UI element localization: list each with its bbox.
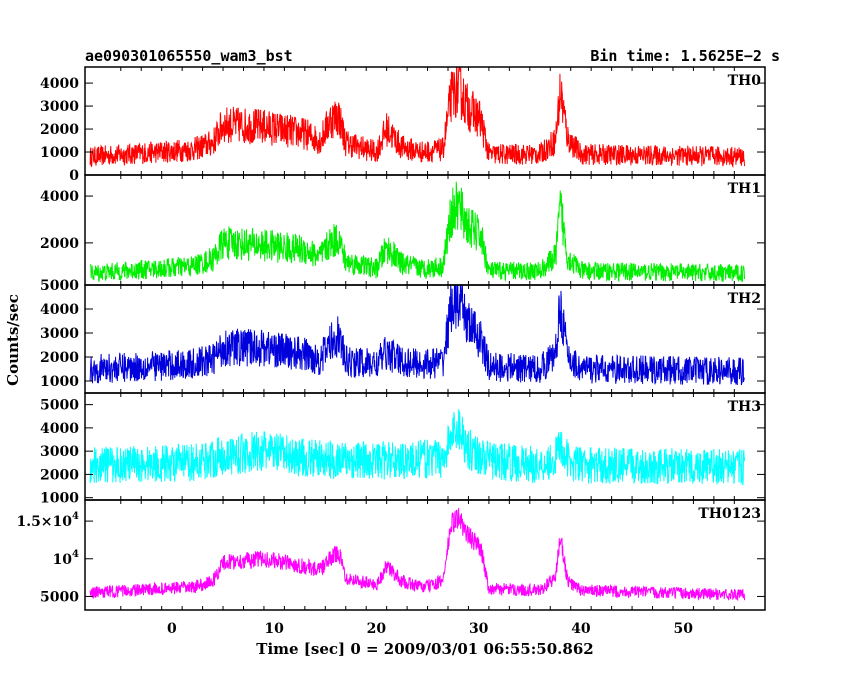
y-tick-label: 3000	[40, 99, 79, 115]
y-tick-label: 4000	[40, 76, 79, 92]
bin-time-label: Bin time: 1.5625E−2 s	[590, 47, 780, 65]
panel-stack: 0 1000 2000 3000 4000 TH0 2000 4000 TH1 1000 2000 3…	[16, 66, 766, 611]
y-tick-label: 5000	[40, 398, 79, 414]
y-tick-label: 4000	[40, 421, 79, 437]
y-tick-label: 2000	[40, 467, 79, 483]
y-tick-label: 5000	[40, 278, 79, 294]
panel-th0: 0 1000 2000 3000 4000 TH0	[40, 66, 766, 184]
y-tick-label: 1.5×104	[16, 511, 79, 530]
series-th0123	[89, 507, 746, 601]
x-tick-label: 20	[367, 621, 387, 637]
y-tick-label: 3000	[40, 444, 79, 460]
panel-frame	[84, 284, 766, 394]
x-tick-label: 10	[264, 621, 284, 637]
x-tick-label: 0	[167, 621, 177, 637]
series-th1	[89, 181, 746, 283]
panel-label: TH0	[728, 73, 762, 89]
y-tick-label: 4000	[40, 189, 79, 205]
panel-th2: 1000 2000 3000 4000 5000 TH2	[40, 278, 766, 394]
panel-th3: 1000 2000 3000 4000 5000 TH3	[40, 392, 766, 507]
y-tick-label: 2000	[40, 350, 79, 366]
y-tick-label: 5000	[40, 589, 79, 605]
y-tick-label: 1000	[40, 491, 79, 507]
y-tick-label: 104	[53, 549, 79, 568]
x-tick-label: 40	[571, 621, 591, 637]
panel-th0123: 5000 104 1.5×104 TH0123	[16, 499, 766, 611]
y-tick-label: 2000	[40, 236, 79, 252]
y-tick-label: 1000	[40, 374, 79, 390]
panel-th1: 2000 4000 TH1	[40, 174, 766, 286]
y-tick-label: 0	[69, 168, 79, 184]
x-tick-label: 50	[673, 621, 693, 637]
x-tick-label: 30	[469, 621, 489, 637]
panel-label: TH0123	[698, 506, 761, 522]
chart-title: ae090301065550_wam3_bst	[85, 47, 293, 65]
series-th0	[89, 67, 746, 169]
series-th3	[89, 409, 746, 486]
y-tick-label: 2000	[40, 122, 79, 138]
panel-label: TH1	[728, 181, 761, 197]
x-axis-label: Time [sec] 0 = 2009/03/01 06:55:50.862	[256, 640, 593, 658]
panel-frame	[84, 499, 766, 611]
y-tick-label: 4000	[40, 302, 79, 318]
y-axis-label: Counts/sec	[4, 294, 22, 386]
x-axis: 0 10 20 30 40 50	[167, 621, 693, 637]
y-tick-label: 1000	[40, 145, 79, 161]
y-tick-label: 3000	[40, 326, 79, 342]
series-th2	[89, 285, 745, 386]
panel-label: TH2	[728, 291, 761, 307]
panel-label: TH3	[728, 399, 761, 415]
